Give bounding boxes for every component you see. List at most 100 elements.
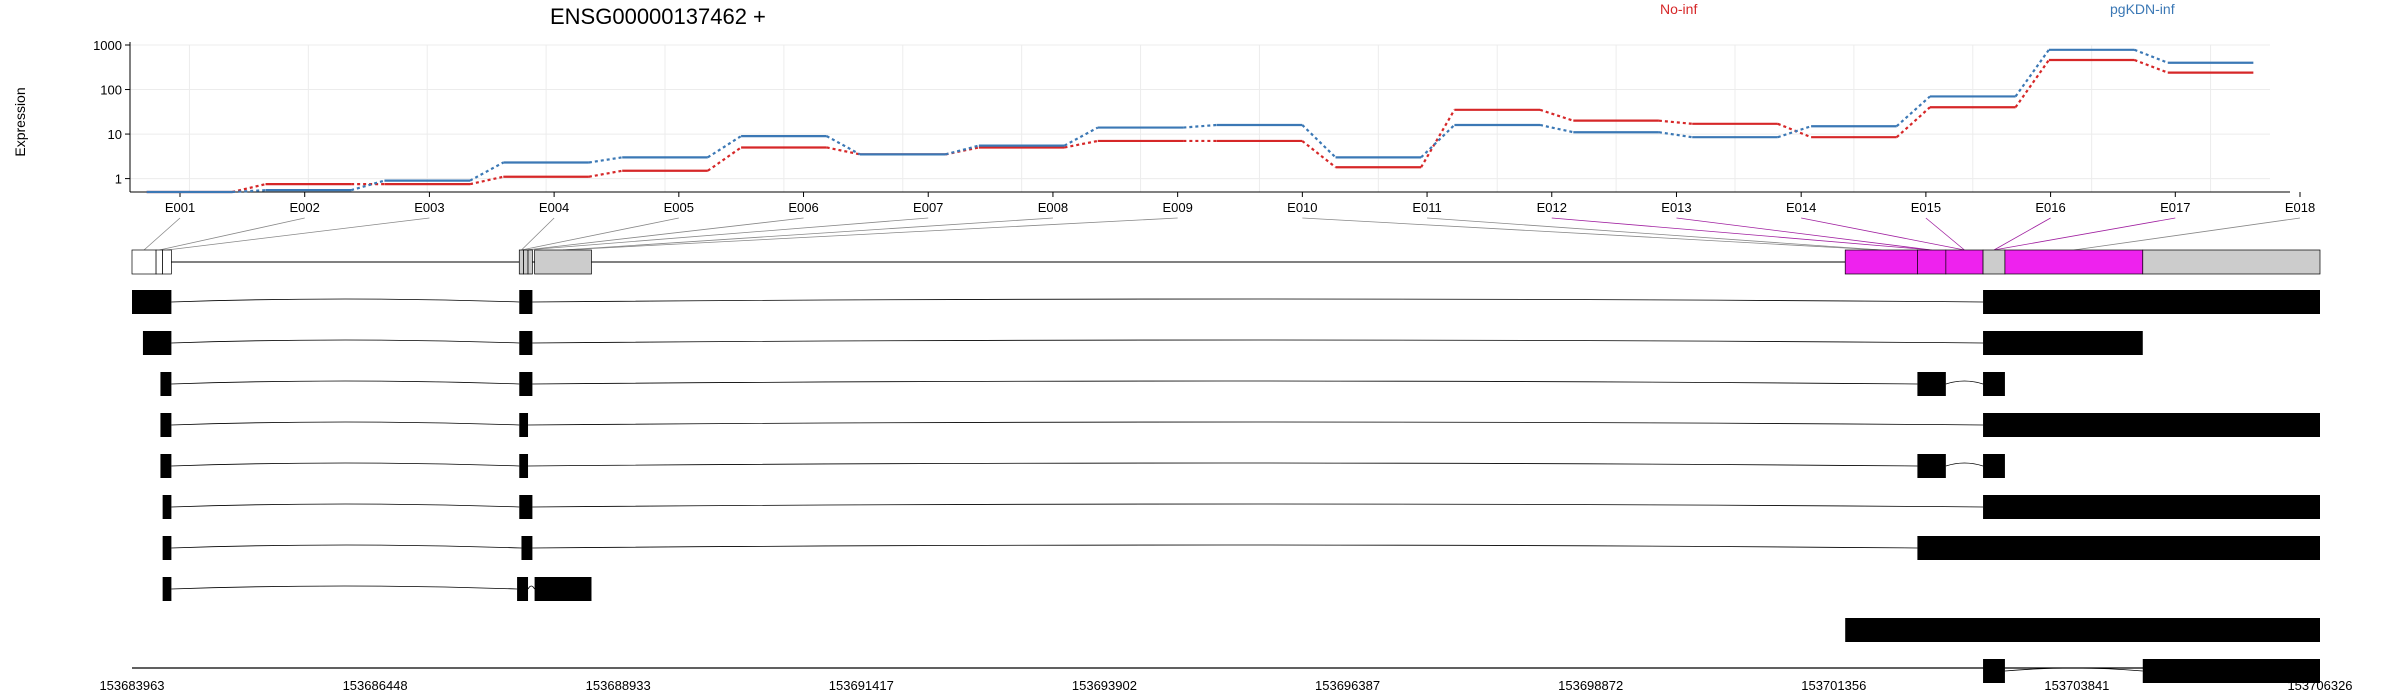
intron-line <box>532 339 1984 344</box>
transcript-exon <box>521 536 533 560</box>
coordinate-label: 153703841 <box>2044 678 2109 693</box>
series-connector <box>1420 124 1456 159</box>
intron-line <box>171 298 520 303</box>
transcript-track <box>142 331 2143 355</box>
x-tick-label-e010: E010 <box>1287 200 1317 215</box>
exon-connector <box>1676 217 1932 251</box>
transcript-exon <box>1983 413 2320 437</box>
transcript-exon <box>162 577 172 601</box>
series-connector <box>469 175 504 186</box>
y-tick-label: 100 <box>100 83 122 98</box>
transcript-exon <box>519 454 529 478</box>
series-connector <box>469 161 504 182</box>
series-no-inf <box>146 58 2254 194</box>
transcript-exon <box>519 413 529 437</box>
x-tick-label-e011: E011 <box>1412 200 1441 215</box>
series-connector <box>1777 122 1812 139</box>
series-connector <box>1895 95 1931 128</box>
transcript-track <box>162 495 2320 519</box>
y-tick-label: 1 <box>115 172 122 187</box>
transcript-exon <box>132 290 172 314</box>
gene-exon <box>527 249 533 275</box>
transcript-exon <box>1917 454 1946 478</box>
x-tick-label-e014: E014 <box>1786 200 1816 215</box>
exon-connector <box>159 217 305 251</box>
coordinate-label: 153691417 <box>829 678 894 693</box>
exon-connector <box>525 217 804 251</box>
line-plot-area: 1 10 100 1000 E001 E002 E003 E004 E005 E006 E007 E0… <box>93 38 2315 215</box>
series-connector <box>350 179 385 192</box>
series-connector <box>1063 126 1099 147</box>
x-tick-label-e007: E007 <box>913 200 943 215</box>
series-connector <box>707 146 742 172</box>
transcript-exon <box>160 454 172 478</box>
transcript-track <box>132 290 2320 314</box>
series-connector <box>1895 106 1931 139</box>
transcript-exon <box>160 372 172 396</box>
intron-line <box>171 380 520 385</box>
transcript-exon <box>162 536 172 560</box>
transcript-track <box>162 577 592 601</box>
x-tick-label-e003: E003 <box>414 200 444 215</box>
series-connector <box>1301 124 1337 159</box>
x-tick-label-e006: E006 <box>788 200 818 215</box>
series-connector <box>945 144 980 156</box>
exon-connector <box>521 217 555 251</box>
transcript-track <box>1845 618 2320 642</box>
x-tick-label-e018: E018 <box>2285 200 2315 215</box>
x-tick-label-e005: E005 <box>664 200 694 215</box>
intron-line <box>528 462 1918 467</box>
exon-connector <box>166 217 430 251</box>
intron-line <box>1945 462 1984 467</box>
exon-connector <box>2073 217 2301 251</box>
x-tick-label-e009: E009 <box>1162 200 1192 215</box>
intron-line <box>532 380 1918 385</box>
x-tick-label-e001: E001 <box>165 200 195 215</box>
transcript-track <box>160 372 2005 396</box>
coordinate-label: 153688933 <box>586 678 651 693</box>
exon-connector <box>143 217 181 251</box>
series-connector <box>588 169 623 178</box>
series-connector <box>1539 108 1574 122</box>
transcript-exon <box>534 577 592 601</box>
y-axis-label: Expression <box>12 87 28 156</box>
exon-connector <box>1427 217 1882 251</box>
series-connector <box>588 156 623 164</box>
x-tick-label-e016: E016 <box>2035 200 2065 215</box>
transcript-exon <box>1983 659 2005 683</box>
series-connector <box>1658 119 1693 125</box>
series-connector <box>231 183 266 194</box>
series-connector <box>707 135 742 159</box>
transcript-exon <box>519 372 533 396</box>
transcript-exon <box>517 577 529 601</box>
coordinate-label: 153701356 <box>1801 678 1866 693</box>
transcript-exon <box>519 495 533 519</box>
gene-model <box>131 217 2321 683</box>
y-tick-label: 10 <box>108 127 122 142</box>
coordinate-label: 153686448 <box>343 678 408 693</box>
x-tick-label-e004: E004 <box>539 200 569 215</box>
gene-exon <box>162 249 172 275</box>
transcript-track <box>160 413 2320 437</box>
gene-exon <box>534 249 592 275</box>
series-connector <box>826 135 861 156</box>
intron-line <box>532 544 1918 549</box>
x-tick-label-e013: E013 <box>1661 200 1691 215</box>
coordinate-label: 153693902 <box>1072 678 1137 693</box>
exon-connector <box>1993 217 2051 251</box>
transcript-exon <box>162 495 172 519</box>
exon-connector <box>563 217 1053 251</box>
intron-line <box>532 503 1984 508</box>
gene-exon <box>1982 249 2006 275</box>
series-connector <box>2134 48 2169 64</box>
exon-connector <box>1302 217 1882 251</box>
x-tick-label-e015: E015 <box>1911 200 1941 215</box>
gene-exon <box>1945 249 1984 275</box>
transcript-exon <box>1983 495 2320 519</box>
transcript-exon <box>1983 290 2320 314</box>
transcript-exon <box>1983 454 2005 478</box>
intron-line <box>171 421 520 426</box>
intron-line <box>527 585 535 590</box>
transcript-exon <box>2142 659 2320 683</box>
